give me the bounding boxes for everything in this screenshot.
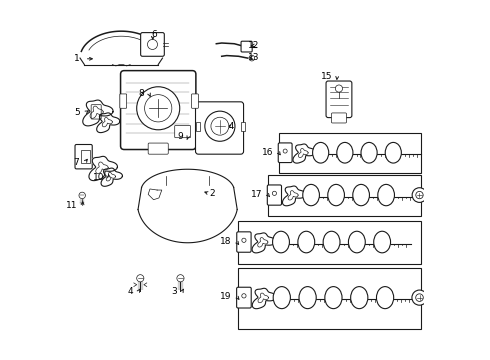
Text: 12: 12 xyxy=(248,41,259,50)
Circle shape xyxy=(145,95,172,122)
Polygon shape xyxy=(293,144,316,163)
Circle shape xyxy=(183,137,188,142)
Text: 7: 7 xyxy=(74,158,79,167)
Text: 18: 18 xyxy=(220,237,231,246)
Bar xyxy=(279,134,421,173)
Text: 11: 11 xyxy=(66,201,77,210)
FancyBboxPatch shape xyxy=(192,94,198,108)
Text: 5: 5 xyxy=(74,108,80,117)
Circle shape xyxy=(412,290,427,305)
Text: 10: 10 xyxy=(93,173,104,182)
Ellipse shape xyxy=(376,287,393,309)
Ellipse shape xyxy=(385,143,401,163)
Ellipse shape xyxy=(325,287,342,309)
Bar xyxy=(269,175,421,216)
FancyBboxPatch shape xyxy=(121,71,196,149)
Polygon shape xyxy=(83,100,113,126)
FancyBboxPatch shape xyxy=(237,287,251,308)
Bar xyxy=(81,150,90,163)
FancyBboxPatch shape xyxy=(331,113,346,123)
Bar xyxy=(241,122,245,131)
FancyBboxPatch shape xyxy=(75,144,92,169)
Text: 17: 17 xyxy=(251,190,262,199)
Circle shape xyxy=(242,294,246,298)
Ellipse shape xyxy=(273,287,291,309)
Polygon shape xyxy=(89,156,118,181)
Ellipse shape xyxy=(272,231,290,253)
Ellipse shape xyxy=(298,231,315,253)
Ellipse shape xyxy=(348,231,365,253)
Polygon shape xyxy=(101,168,122,186)
Text: 14: 14 xyxy=(223,122,235,131)
Ellipse shape xyxy=(351,287,368,309)
Circle shape xyxy=(283,149,287,153)
Circle shape xyxy=(211,117,229,135)
Bar xyxy=(238,221,421,264)
FancyBboxPatch shape xyxy=(326,81,352,118)
Text: 15: 15 xyxy=(321,72,333,81)
FancyBboxPatch shape xyxy=(141,33,164,56)
Text: 16: 16 xyxy=(262,148,273,157)
Circle shape xyxy=(205,111,235,141)
Text: 1: 1 xyxy=(74,54,79,63)
Polygon shape xyxy=(252,288,276,309)
Circle shape xyxy=(249,55,255,61)
Text: 9: 9 xyxy=(177,132,183,141)
FancyBboxPatch shape xyxy=(120,94,126,108)
Text: 3: 3 xyxy=(171,287,177,296)
Bar xyxy=(238,268,421,329)
Circle shape xyxy=(335,85,343,92)
FancyBboxPatch shape xyxy=(241,41,252,52)
Ellipse shape xyxy=(361,143,377,163)
Bar xyxy=(196,122,200,131)
Circle shape xyxy=(137,275,144,282)
Ellipse shape xyxy=(328,184,344,206)
Circle shape xyxy=(137,87,180,130)
Text: 6: 6 xyxy=(151,30,157,39)
Ellipse shape xyxy=(303,184,319,206)
Circle shape xyxy=(416,294,423,301)
Circle shape xyxy=(272,191,276,195)
FancyBboxPatch shape xyxy=(91,105,101,119)
Polygon shape xyxy=(282,186,306,206)
FancyBboxPatch shape xyxy=(268,185,282,205)
Text: 8: 8 xyxy=(138,89,144,98)
Ellipse shape xyxy=(323,231,340,253)
Ellipse shape xyxy=(353,184,369,206)
Circle shape xyxy=(181,135,191,144)
FancyBboxPatch shape xyxy=(196,102,244,154)
FancyBboxPatch shape xyxy=(278,143,292,163)
Ellipse shape xyxy=(299,287,316,309)
Circle shape xyxy=(177,275,184,282)
Circle shape xyxy=(79,192,85,199)
FancyBboxPatch shape xyxy=(175,126,191,138)
Text: 13: 13 xyxy=(248,53,259,62)
Circle shape xyxy=(416,192,423,199)
Text: 4: 4 xyxy=(127,287,133,296)
Ellipse shape xyxy=(378,184,394,206)
Ellipse shape xyxy=(374,231,391,253)
Circle shape xyxy=(412,188,427,202)
Ellipse shape xyxy=(313,143,329,163)
Text: 2: 2 xyxy=(209,189,215,198)
Ellipse shape xyxy=(337,143,353,163)
Polygon shape xyxy=(252,233,275,253)
Polygon shape xyxy=(97,113,120,132)
FancyBboxPatch shape xyxy=(148,143,168,154)
Text: 19: 19 xyxy=(220,292,231,301)
FancyBboxPatch shape xyxy=(237,232,251,252)
Circle shape xyxy=(147,40,157,49)
Circle shape xyxy=(242,238,246,242)
